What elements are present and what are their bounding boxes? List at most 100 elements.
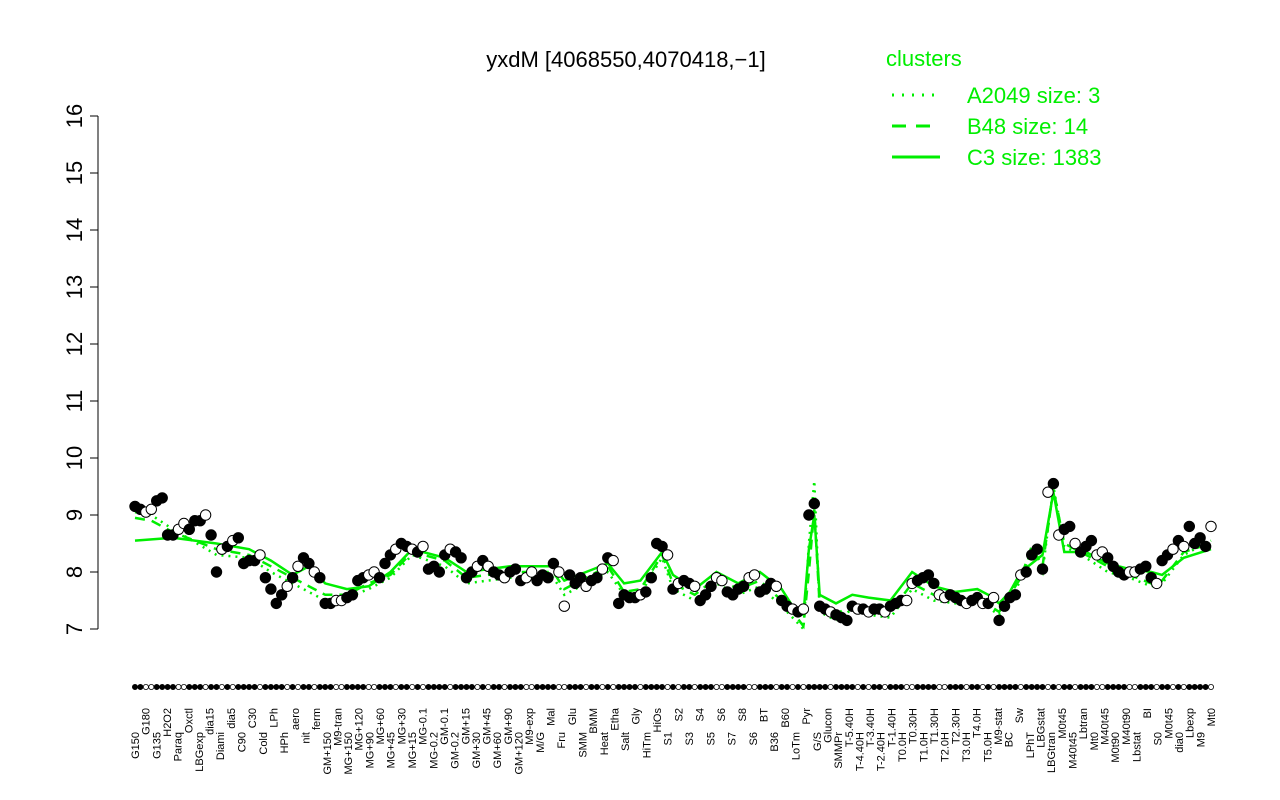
data-point	[292, 560, 304, 572]
x-marker	[414, 684, 421, 691]
x-marker	[1099, 684, 1106, 691]
x-tick-label: HiTm	[641, 732, 653, 758]
x-marker	[501, 684, 508, 691]
x-tick-label: MG+45	[386, 732, 398, 768]
x-marker	[425, 684, 432, 691]
data-point	[922, 569, 935, 581]
x-marker	[208, 684, 215, 691]
x-tick-label: dia0	[1174, 732, 1186, 753]
data-point	[286, 572, 299, 584]
x-tick-label: T-1.40H	[886, 708, 898, 747]
x-marker	[1197, 684, 1204, 691]
x-tick-label: BI	[1142, 708, 1154, 718]
x-marker	[419, 684, 426, 691]
x-marker	[947, 684, 954, 691]
x-marker	[670, 684, 677, 691]
x-tick-label: S2	[673, 708, 685, 721]
data-point	[205, 529, 217, 541]
x-tick-label: Paraq	[173, 732, 185, 761]
x-marker	[604, 684, 611, 691]
x-tick-label: GM+90	[503, 708, 515, 744]
x-tick-label: MG-0.2	[428, 732, 440, 769]
x-marker	[887, 684, 894, 691]
x-marker	[680, 684, 687, 691]
x-marker	[251, 684, 258, 691]
x-marker	[517, 684, 524, 691]
x-marker	[349, 684, 356, 691]
data-point	[542, 572, 554, 584]
data-point	[558, 600, 570, 612]
y-tick-label: 11	[62, 390, 87, 413]
x-marker	[398, 684, 405, 691]
legend-title: clusters	[886, 46, 962, 71]
x-marker	[599, 684, 606, 691]
x-tick-label: Lbtran	[1078, 708, 1090, 739]
x-tick-label: MG+30	[396, 708, 408, 744]
x-marker	[1208, 684, 1215, 691]
x-marker	[284, 684, 291, 691]
data-point	[591, 572, 603, 584]
x-tick-label: T0.30H	[908, 708, 920, 744]
data-point	[156, 492, 168, 504]
data-point	[1178, 540, 1190, 553]
x-marker	[403, 684, 410, 691]
x-tick-label: Heat	[599, 732, 611, 755]
legend: clusters A2049 size: 3 B48 size: 14 C3 s…	[886, 46, 1102, 170]
x-marker	[1159, 684, 1166, 691]
y-tick-label: 15	[62, 161, 87, 185]
chart-title: yxdM [4068550,4070418,−1]	[486, 47, 766, 72]
x-tick-label: M/G	[535, 732, 547, 753]
data-point	[526, 566, 538, 578]
x-tick-label: LBGtran	[1046, 732, 1058, 773]
x-tick-label: GM+15	[460, 708, 472, 744]
x-tick-label: T4.0H	[972, 708, 984, 738]
x-marker	[316, 684, 323, 691]
x-marker	[789, 684, 796, 691]
x-tick-label: S6	[748, 732, 760, 745]
x-marker	[909, 684, 916, 691]
x-marker	[338, 684, 345, 691]
x-marker	[881, 684, 888, 691]
data-point	[607, 554, 619, 567]
data-point	[640, 586, 652, 598]
x-tick-label: MG+120	[354, 708, 366, 751]
x-marker	[1148, 684, 1155, 691]
x-marker	[267, 684, 274, 691]
x-marker	[496, 684, 503, 691]
x-marker	[936, 684, 943, 691]
x-marker	[468, 684, 475, 691]
legend-entry-a2049: A2049 size: 3	[967, 83, 1100, 108]
data-point	[705, 580, 717, 592]
x-tick-label: ferm	[311, 708, 323, 730]
x-marker	[718, 684, 725, 691]
data-point	[373, 572, 386, 584]
x-tick-label: B60	[780, 708, 792, 728]
y-tick-label: 16	[62, 104, 87, 128]
x-marker	[387, 684, 394, 691]
data-point	[1140, 560, 1152, 572]
data-point	[993, 614, 1005, 627]
x-marker	[175, 684, 182, 691]
x-marker	[1023, 684, 1030, 691]
data-point	[1205, 520, 1217, 533]
x-marker	[648, 684, 655, 691]
data-point	[661, 549, 674, 561]
x-marker	[990, 684, 997, 691]
x-marker	[550, 684, 557, 691]
data-point	[901, 594, 913, 607]
data-point	[265, 583, 277, 595]
x-tick-label: M0t45	[1163, 708, 1175, 739]
x-marker	[843, 684, 850, 691]
x-marker	[197, 684, 204, 691]
x-marker	[137, 684, 144, 691]
x-tick-label: GM+150	[322, 732, 334, 775]
x-tick-label: Oxctl	[183, 708, 195, 733]
x-marker	[795, 684, 802, 691]
x-marker	[490, 684, 497, 691]
x-tick-label: GM-0.1	[439, 708, 451, 745]
data-point	[314, 572, 326, 584]
data-point	[1194, 532, 1206, 544]
x-marker	[816, 684, 823, 691]
x-tick-label: G/S	[812, 732, 824, 751]
data-point	[987, 591, 1000, 604]
